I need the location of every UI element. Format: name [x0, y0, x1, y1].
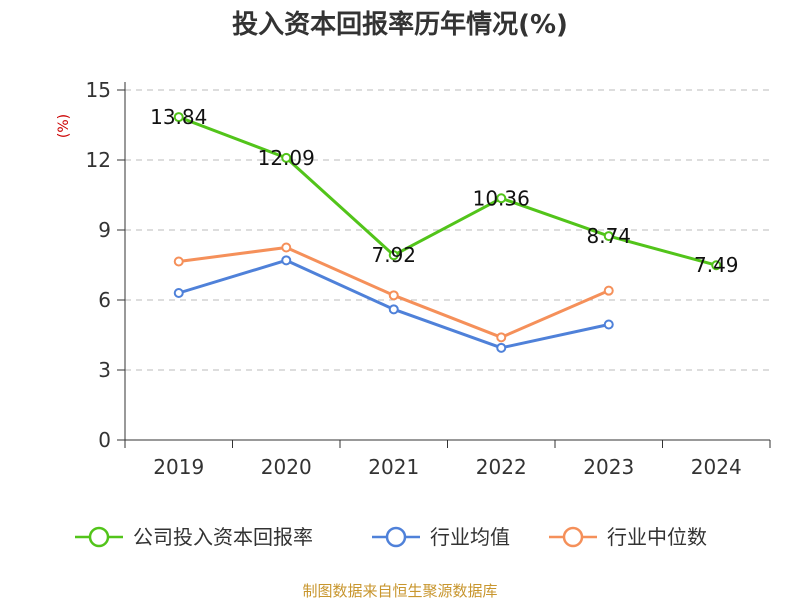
y-tick-label: 12 — [86, 148, 111, 172]
series-point-2 — [603, 285, 614, 296]
y-tick-label: 15 — [86, 78, 111, 102]
legend-marker — [562, 526, 584, 548]
series-point-0 — [711, 260, 722, 271]
data-label: 7.92 — [371, 243, 416, 267]
legend-label[interactable]: 行业中位数 — [607, 525, 707, 549]
source-note: 制图数据来自恒生聚源数据库 — [302, 582, 497, 600]
legend-marker — [88, 526, 110, 548]
x-tick-label: 2019 — [153, 455, 204, 479]
series-point-1 — [281, 255, 292, 266]
data-label: 8.74 — [586, 224, 631, 248]
y-axis-label: (%) — [56, 114, 72, 138]
series-line-0 — [178, 115, 717, 267]
data-label: 13.84 — [150, 105, 207, 129]
series-point-2 — [281, 242, 292, 253]
series-point-1 — [603, 319, 614, 330]
x-tick-label: 2023 — [583, 455, 634, 479]
y-tick-label: 6 — [98, 288, 111, 312]
series-point-1 — [173, 288, 184, 298]
y-tick-label: 0 — [98, 428, 111, 452]
series — [173, 112, 722, 353]
series-point-1 — [496, 342, 507, 353]
series-point-2 — [496, 332, 507, 343]
series-point-2 — [388, 290, 399, 301]
axes: 0 3 6 9 12 15 2019 2020 2021 2022 2023 2024 — [86, 78, 771, 479]
y-tick-label: 9 — [98, 218, 111, 242]
legend-label[interactable]: 公司投入资本回报率 — [133, 525, 313, 549]
series-point-1 — [388, 304, 399, 315]
legend-label[interactable]: 行业均值 — [430, 525, 510, 549]
grid — [125, 89, 770, 371]
chart-title: 投入资本回报率历年情况(%) — [232, 9, 568, 40]
legend: 公司投入资本回报率 行业均值 行业中位数 — [75, 525, 707, 549]
series-point-0 — [388, 250, 399, 261]
legend-marker — [385, 526, 407, 548]
data-label: 12.09 — [258, 146, 315, 170]
data-labels: 13.84 12.09 7.92 10.36 8.74 7.49 — [150, 105, 738, 277]
series-point-0 — [496, 193, 507, 204]
x-tick-label: 2020 — [261, 455, 312, 479]
series-point-0 — [173, 112, 184, 123]
series-point-0 — [603, 231, 614, 242]
data-label: 7.49 — [694, 253, 739, 277]
x-tick-label: 2021 — [368, 455, 419, 479]
series-line-1 — [178, 258, 610, 350]
x-tick-label: 2022 — [476, 455, 527, 479]
y-tick-label: 3 — [98, 358, 111, 382]
data-label: 10.36 — [473, 186, 530, 210]
x-tick-label: 2024 — [691, 455, 742, 479]
series-point-0 — [281, 152, 292, 163]
series-point-2 — [173, 256, 184, 267]
